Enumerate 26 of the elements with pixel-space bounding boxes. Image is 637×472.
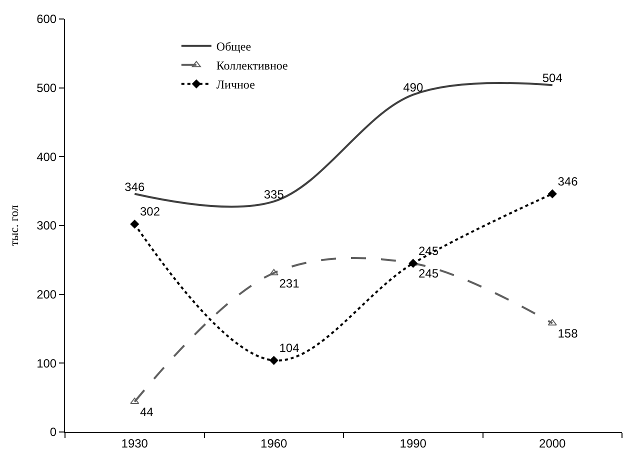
data-label: 245 xyxy=(418,266,439,281)
x-tick-label: 1930 xyxy=(121,436,148,450)
y-tick-label: 400 xyxy=(36,150,57,164)
x-tick-label: 1990 xyxy=(400,436,427,450)
data-label: 504 xyxy=(542,71,563,86)
data-label: 104 xyxy=(279,341,300,356)
legend-label: Коллективное xyxy=(216,58,288,73)
x-tick-label: 1960 xyxy=(260,436,288,450)
data-label: 335 xyxy=(264,187,284,202)
y-tick-label: 200 xyxy=(36,288,57,302)
x-tick-label: 2000 xyxy=(539,436,566,450)
y-tick-label: 600 xyxy=(36,12,57,26)
data-label: 44 xyxy=(140,405,154,420)
y-tick-label: 500 xyxy=(36,81,57,96)
y-tick-label: 300 xyxy=(36,218,57,233)
legend-label: Общее xyxy=(216,40,252,54)
data-label: 158 xyxy=(558,326,578,341)
data-label: 346 xyxy=(558,174,578,188)
y-tick-label: 100 xyxy=(36,356,57,370)
data-label: 490 xyxy=(403,80,424,95)
y-axis-title: тыс. гол xyxy=(6,204,21,246)
data-label: 231 xyxy=(279,276,300,290)
data-label: 346 xyxy=(124,180,145,194)
legend-label: Личное xyxy=(216,78,255,92)
y-tick-label: 0 xyxy=(50,425,57,440)
data-label: 302 xyxy=(140,204,160,219)
